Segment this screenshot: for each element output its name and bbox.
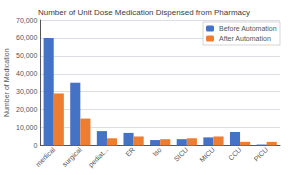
svg-text:After Automation: After Automation xyxy=(219,35,271,42)
svg-text:PICU: PICU xyxy=(252,146,269,163)
svg-text:Number of Medication: Number of Medication xyxy=(3,48,10,117)
svg-text:Iso: Iso xyxy=(151,146,163,158)
svg-text:Number of Unit Dose Medication: Number of Unit Dose Medication Dispensed… xyxy=(38,8,250,17)
svg-text:ER: ER xyxy=(124,146,136,158)
svg-text:10,000: 10,000 xyxy=(16,124,38,131)
svg-text:CCU: CCU xyxy=(227,146,243,162)
svg-text:40,000: 40,000 xyxy=(16,70,38,77)
svg-text:0: 0 xyxy=(34,142,38,149)
svg-text:70,000: 70,000 xyxy=(16,17,38,24)
svg-text:20,000: 20,000 xyxy=(16,106,38,113)
svg-text:30,000: 30,000 xyxy=(16,88,38,95)
svg-text:MICU: MICU xyxy=(198,146,216,164)
svg-text:pediat...: pediat... xyxy=(87,146,110,169)
svg-text:medical: medical xyxy=(34,146,56,168)
svg-text:50,000: 50,000 xyxy=(16,52,38,59)
svg-text:60,000: 60,000 xyxy=(16,34,38,41)
svg-text:SICU: SICU xyxy=(173,146,190,163)
svg-text:Before Automation: Before Automation xyxy=(219,25,277,32)
svg-text:surgical: surgical xyxy=(61,146,84,169)
